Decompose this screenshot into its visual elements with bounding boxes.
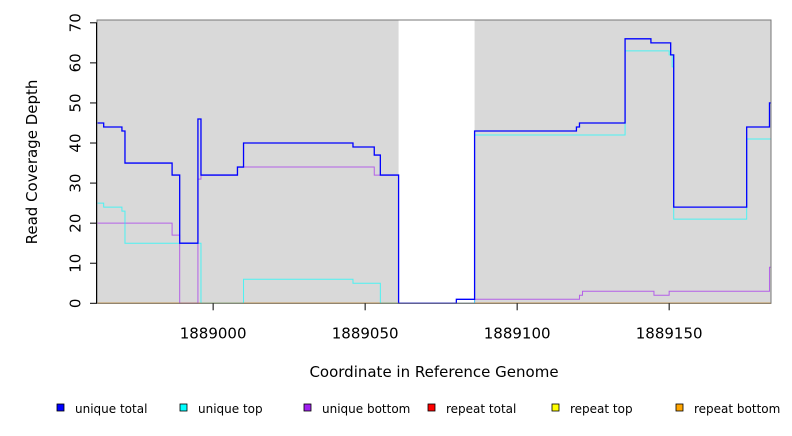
- shaded-region: [474, 20, 771, 304]
- y-tick-label: 0: [67, 299, 85, 309]
- y-tick-label: 40: [67, 133, 85, 152]
- legend-label: repeat total: [446, 402, 516, 416]
- legend-swatch: [551, 403, 560, 412]
- legend: unique total unique top unique bottom repea…: [56, 402, 780, 416]
- y-axis: 0 10 20 30 40 50 60 70: [67, 13, 97, 309]
- legend-label: repeat bottom: [694, 402, 780, 416]
- legend-label: unique total: [75, 402, 147, 416]
- y-tick-label: 10: [67, 254, 85, 273]
- x-axis-label: Coordinate in Reference Genome: [309, 363, 558, 381]
- y-tick-label: 60: [67, 53, 85, 72]
- x-tick-label: 1889150: [636, 324, 703, 342]
- shaded-region: [97, 20, 399, 304]
- series-line-unique-top: [97, 50, 771, 304]
- y-tick-label: 30: [67, 174, 85, 193]
- y-tick-label: 70: [67, 13, 85, 32]
- legend-swatch: [179, 403, 188, 412]
- legend-label: unique bottom: [322, 402, 410, 416]
- y-tick-label: 50: [67, 93, 85, 112]
- x-axis: 1889000 1889050 1889100 1889150: [180, 303, 703, 342]
- x-tick-label: 1889100: [484, 324, 551, 342]
- x-tick-label: 1889050: [332, 324, 399, 342]
- legend-label: unique top: [198, 402, 263, 416]
- legend-swatch: [427, 403, 436, 412]
- legend-swatch: [675, 403, 684, 412]
- x-tick-label: 1889000: [180, 324, 247, 342]
- legend-swatch: [56, 403, 65, 412]
- y-axis-label: Read Coverage Depth: [23, 80, 41, 245]
- shaded-regions: [97, 20, 771, 304]
- y-tick-label: 20: [67, 214, 85, 233]
- series-line-unique-total: [97, 38, 771, 304]
- legend-swatch: [303, 403, 312, 412]
- legend-label: repeat top: [570, 402, 633, 416]
